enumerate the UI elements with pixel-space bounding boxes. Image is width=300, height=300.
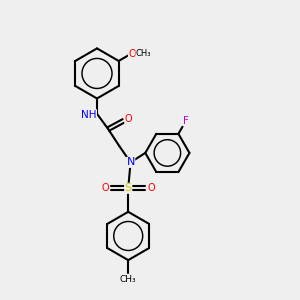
Text: O: O: [128, 50, 136, 59]
Text: NH: NH: [81, 110, 97, 120]
Text: CH₃: CH₃: [136, 49, 152, 58]
Text: CH₃: CH₃: [120, 275, 136, 284]
Text: F: F: [183, 116, 189, 126]
Text: O: O: [125, 114, 132, 124]
Text: S: S: [124, 183, 132, 193]
Text: O: O: [101, 183, 109, 193]
Text: O: O: [147, 183, 155, 193]
Text: N: N: [126, 158, 135, 167]
